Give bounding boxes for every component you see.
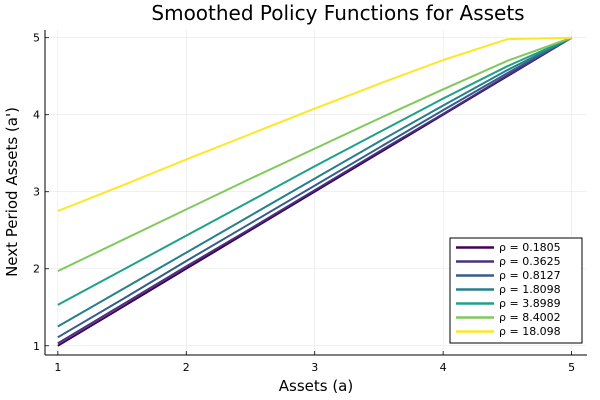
series-line-6 [57,36,572,273]
legend-label: ρ = 8.4002 [499,311,561,324]
y-ticks: 1 2 3 4 5 [33,32,49,353]
series-lines [57,36,573,347]
chart-title: Smoothed Policy Functions for Assets [151,1,524,25]
x-axis-title: Assets (a) [279,377,353,395]
legend-label: ρ = 0.8127 [499,269,561,282]
series-line-5 [57,36,573,306]
legend-label: ρ = 18.098 [499,325,561,338]
x-tick-label: 4 [440,361,447,374]
axes [44,30,587,356]
series-line-3 [57,36,573,339]
series-line-7 [57,36,572,212]
y-tick-label: 5 [33,32,40,45]
series-line-2 [57,36,573,345]
x-tick-label: 3 [311,361,318,374]
y-tick-label: 4 [33,109,40,122]
legend-label: ρ = 1.8098 [499,283,561,296]
y-tick-label: 1 [33,340,40,353]
legend-label: ρ = 0.3625 [499,255,561,268]
legend-label: ρ = 3.8989 [499,297,561,310]
x-tick-label: 2 [183,361,190,374]
legend-label: ρ = 0.1805 [499,241,561,254]
x-tick-label: 1 [54,361,61,374]
y-axis-title: Next Period Assets (a') [3,107,21,277]
series-line-4 [57,36,573,328]
legend-box [449,237,583,344]
y-tick-label: 3 [33,186,40,199]
x-tick-label: 5 [568,361,575,374]
x-ticks: 1 2 3 4 5 [54,351,575,374]
y-tick-label: 2 [33,263,40,276]
